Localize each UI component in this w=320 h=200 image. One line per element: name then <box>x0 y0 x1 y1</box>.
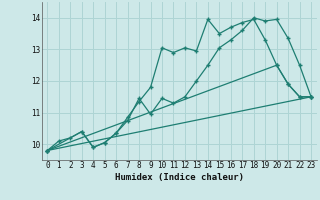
X-axis label: Humidex (Indice chaleur): Humidex (Indice chaleur) <box>115 173 244 182</box>
